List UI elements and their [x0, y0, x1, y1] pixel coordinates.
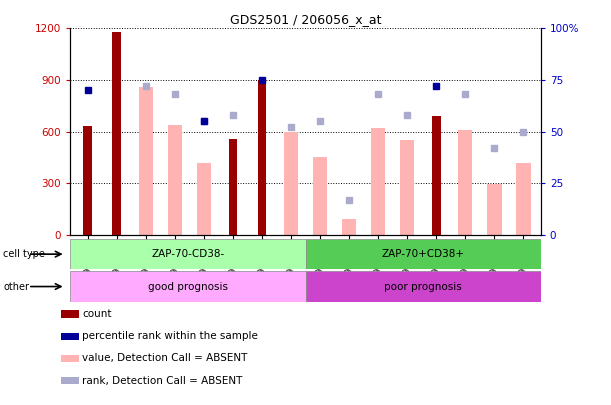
Bar — [70, 239, 306, 269]
Text: rank, Detection Call = ABSENT: rank, Detection Call = ABSENT — [82, 376, 243, 386]
Bar — [432, 116, 441, 235]
Bar — [258, 80, 266, 235]
Bar — [83, 126, 92, 235]
Bar — [139, 87, 153, 235]
Bar — [197, 163, 211, 235]
Bar — [342, 220, 356, 235]
Text: cell type: cell type — [3, 249, 45, 259]
Text: count: count — [82, 309, 112, 319]
Bar — [516, 164, 530, 235]
Bar — [458, 130, 472, 235]
Text: good prognosis: good prognosis — [148, 281, 228, 292]
Text: other: other — [3, 281, 29, 292]
Title: GDS2501 / 206056_x_at: GDS2501 / 206056_x_at — [230, 13, 381, 26]
Bar — [284, 132, 298, 235]
Bar — [306, 271, 541, 302]
Text: value, Detection Call = ABSENT: value, Detection Call = ABSENT — [82, 354, 248, 363]
Bar — [400, 140, 414, 235]
Bar — [167, 125, 182, 235]
Bar — [229, 139, 237, 235]
Bar — [487, 184, 502, 235]
Text: ZAP-70-CD38-: ZAP-70-CD38- — [152, 249, 224, 259]
Bar — [306, 239, 541, 269]
Bar — [371, 128, 386, 235]
Bar — [112, 32, 121, 235]
Bar — [70, 271, 306, 302]
Text: ZAP-70+CD38+: ZAP-70+CD38+ — [382, 249, 464, 259]
Text: percentile rank within the sample: percentile rank within the sample — [82, 331, 258, 341]
Bar — [313, 158, 327, 235]
Text: poor prognosis: poor prognosis — [384, 281, 462, 292]
